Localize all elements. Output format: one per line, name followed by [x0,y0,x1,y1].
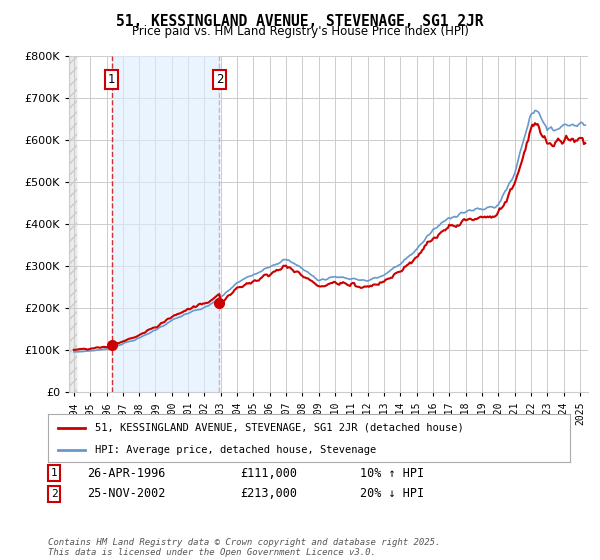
Text: 2: 2 [50,489,58,499]
Text: 51, KESSINGLAND AVENUE, STEVENAGE, SG1 2JR (detached house): 51, KESSINGLAND AVENUE, STEVENAGE, SG1 2… [95,423,464,433]
Text: 1: 1 [108,73,116,86]
Bar [69,56,77,392]
Bar [69,56,77,392]
Text: £111,000: £111,000 [240,466,297,480]
Text: 10% ↑ HPI: 10% ↑ HPI [360,466,424,480]
Bar [112,56,220,392]
Text: 25-NOV-2002: 25-NOV-2002 [87,487,166,501]
Text: 20% ↓ HPI: 20% ↓ HPI [360,487,424,501]
Text: HPI: Average price, detached house, Stevenage: HPI: Average price, detached house, Stev… [95,445,376,455]
Text: 1: 1 [50,468,58,478]
Text: £213,000: £213,000 [240,487,297,501]
Text: Price paid vs. HM Land Registry's House Price Index (HPI): Price paid vs. HM Land Registry's House … [131,25,469,38]
Text: 2: 2 [216,73,223,86]
Text: Contains HM Land Registry data © Crown copyright and database right 2025.
This d: Contains HM Land Registry data © Crown c… [48,538,440,557]
Text: 26-APR-1996: 26-APR-1996 [87,466,166,480]
Text: 51, KESSINGLAND AVENUE, STEVENAGE, SG1 2JR: 51, KESSINGLAND AVENUE, STEVENAGE, SG1 2… [116,14,484,29]
